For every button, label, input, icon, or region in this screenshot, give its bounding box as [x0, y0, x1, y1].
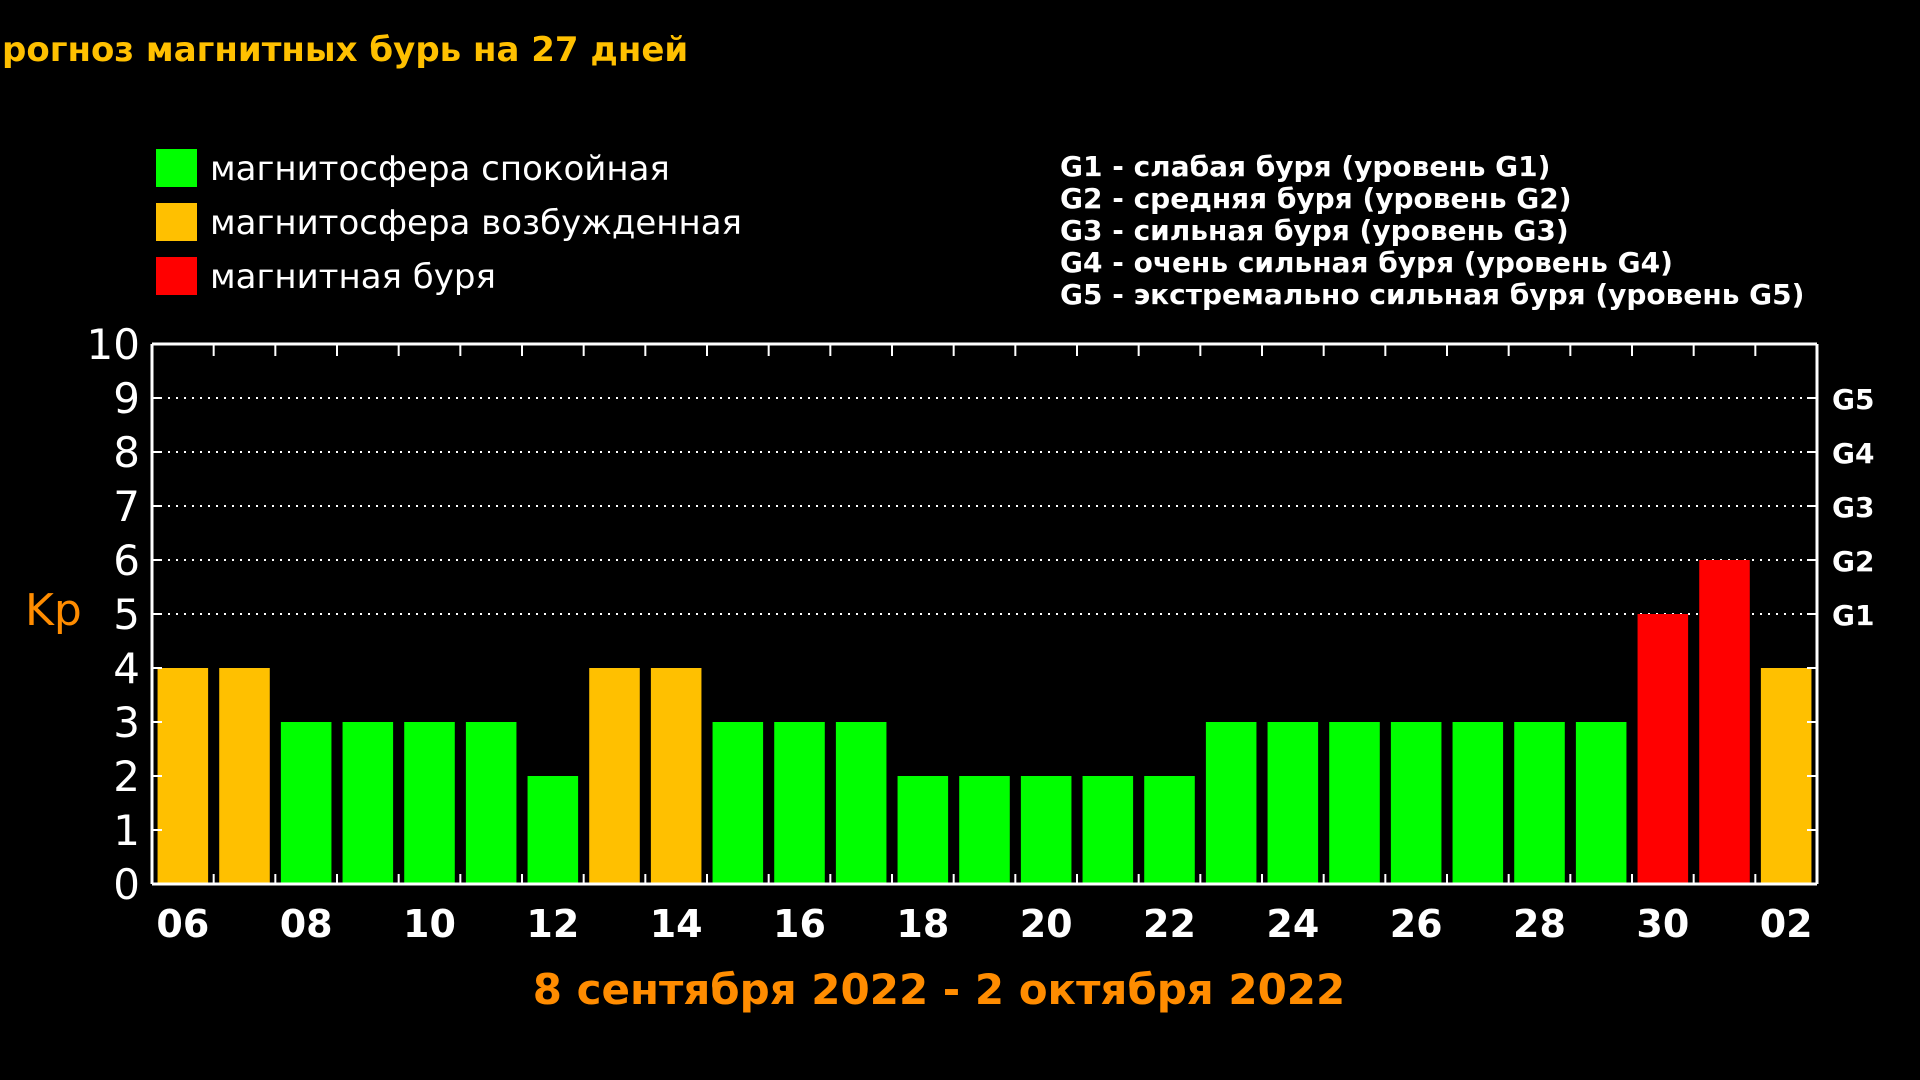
- bar-day-20: [1020, 776, 1072, 884]
- x-tick-label-02: 02: [1760, 902, 1813, 946]
- y-tick-label-8: 8: [113, 428, 140, 477]
- x-tick-label-16: 16: [773, 902, 826, 946]
- legend-swatch-quiet: [156, 149, 197, 187]
- bar-day-10: [404, 722, 455, 884]
- x-axis-label: 8 сентября 2022 - 2 октября 2022: [533, 965, 1346, 1014]
- legend-swatch-excited: [156, 203, 197, 241]
- bars: [157, 560, 1812, 884]
- x-tick-label-10: 10: [403, 902, 456, 946]
- storm-level-4: G4 - очень сильная буря (уровень G4): [1060, 246, 1673, 279]
- bar-day-30: [1637, 614, 1689, 884]
- x-tick-label-08: 08: [280, 902, 333, 946]
- y-tick-label-1: 1: [113, 806, 140, 855]
- chart-legend: магнитосфера спокойная магнитосфера возбу…: [156, 149, 742, 297]
- x-tick-label-12: 12: [526, 902, 579, 946]
- y-tick-label-4: 4: [113, 644, 140, 693]
- storm-levels-legend: G1 - слабая буря (уровень G1)G2 - средня…: [1060, 150, 1804, 311]
- right-axis-label-G5: G5: [1832, 383, 1874, 416]
- bar-day-23: [1205, 722, 1257, 884]
- grid-lines: [152, 397, 1817, 615]
- y-tick-label-2: 2: [113, 752, 140, 801]
- x-tick-label-28: 28: [1513, 902, 1566, 946]
- x-tick-label-24: 24: [1266, 902, 1319, 946]
- bar-day-21: [1082, 776, 1134, 884]
- bar-day-19: [959, 776, 1010, 884]
- y-tick-label-7: 7: [113, 482, 140, 531]
- y-tick-label-0: 0: [113, 860, 140, 909]
- bar-day-02: [1760, 668, 1812, 884]
- storm-level-2: G2 - средняя буря (уровень G2): [1060, 182, 1572, 215]
- storm-level-5: G5 - экстремально сильная буря (уровень …: [1060, 278, 1804, 311]
- axes: [150, 342, 1819, 886]
- legend-label-quiet: магнитосфера спокойная: [210, 149, 670, 189]
- y-tick-label-9: 9: [113, 374, 140, 423]
- x-tick-labels: 06 08 10 12 14 16 18 20 22 24 26 28 30 02: [156, 902, 1812, 946]
- x-tick-label-20: 20: [1020, 902, 1073, 946]
- storm-level-1: G1 - слабая буря (уровень G1): [1060, 150, 1550, 183]
- bar-day-14: [650, 668, 702, 884]
- bar-day-12: [527, 776, 579, 884]
- storm-level-3: G3 - сильная буря (уровень G3): [1060, 214, 1569, 247]
- bar-day-15: [712, 722, 764, 884]
- x-tick-label-22: 22: [1143, 902, 1196, 946]
- bar-day-27: [1452, 722, 1504, 884]
- y-tick-label-5: 5: [113, 590, 140, 639]
- bar-day-06: [157, 668, 209, 884]
- chart-title: рогноз магнитных бурь на 27 дней: [2, 30, 688, 70]
- bar-day-24: [1267, 722, 1319, 884]
- y-tick-labels: 0 1 2 3 4 5 6 7 8 9 10: [87, 320, 140, 909]
- y-axis-label: Kp: [25, 585, 82, 636]
- bar-day-16: [774, 722, 825, 884]
- y-tick-label-6: 6: [113, 536, 140, 585]
- x-tick-label-18: 18: [896, 902, 949, 946]
- legend-label-storm: магнитная буря: [210, 257, 496, 297]
- legend-swatch-storm: [156, 257, 197, 295]
- bar-day-25: [1329, 722, 1380, 884]
- bar-day-09: [342, 722, 394, 884]
- x-tick-label-30: 30: [1636, 902, 1689, 946]
- bar-day-26: [1390, 722, 1442, 884]
- bar-day-29: [1575, 722, 1627, 884]
- x-tick-label-06: 06: [156, 902, 209, 946]
- right-axis-label-G3: G3: [1832, 491, 1874, 524]
- bar-day-01: [1699, 560, 1750, 884]
- right-axis-labels: G1 G2 G3 G4 G5: [1832, 383, 1874, 632]
- legend-label-excited: магнитосфера возбужденная: [210, 203, 742, 243]
- bar-day-07: [219, 668, 270, 884]
- bar-day-22: [1144, 776, 1195, 884]
- x-tick-label-14: 14: [650, 902, 703, 946]
- x-tick-label-26: 26: [1390, 902, 1443, 946]
- right-axis-label-G4: G4: [1832, 437, 1874, 470]
- bar-day-13: [589, 668, 640, 884]
- bar-day-17: [835, 722, 887, 884]
- bar-day-08: [280, 722, 332, 884]
- bar-day-28: [1514, 722, 1565, 884]
- right-axis-label-G1: G1: [1832, 599, 1874, 632]
- bar-day-18: [897, 776, 949, 884]
- right-axis-label-G2: G2: [1832, 545, 1874, 578]
- bar-day-11: [465, 722, 517, 884]
- y-tick-label-3: 3: [113, 698, 140, 747]
- y-tick-label-10: 10: [87, 320, 140, 369]
